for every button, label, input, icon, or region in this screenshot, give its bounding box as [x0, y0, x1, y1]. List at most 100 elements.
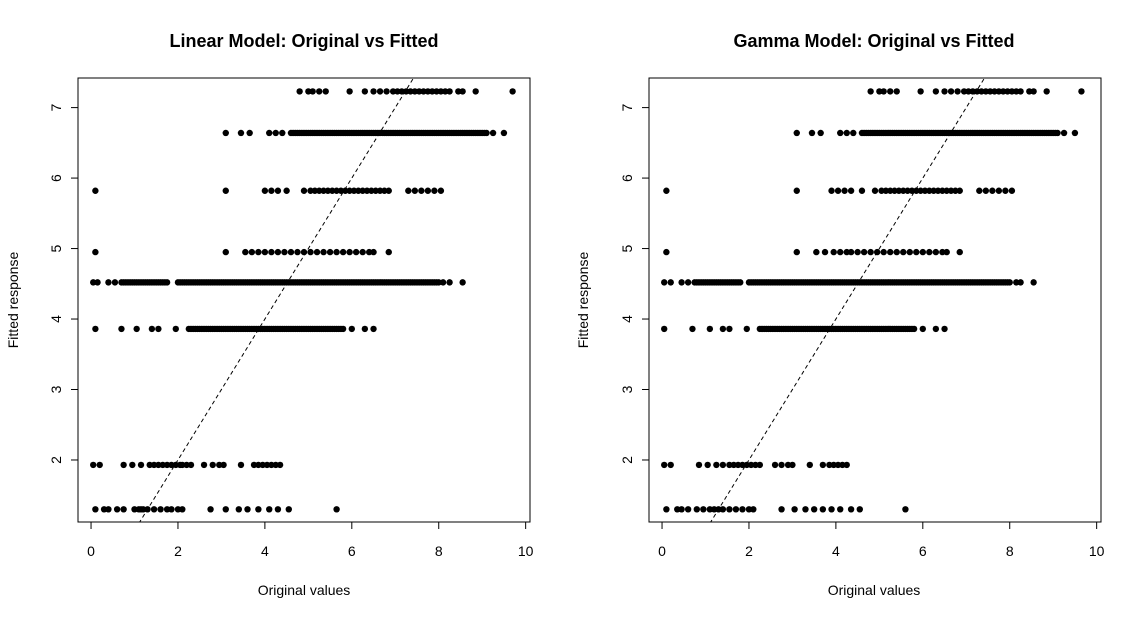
gamma-data-point — [843, 461, 850, 469]
gamma-data-point — [906, 248, 913, 256]
gamma-data-point — [819, 461, 827, 469]
gamma-data-point — [902, 506, 909, 513]
gamma-data-point — [793, 129, 800, 137]
linear-data-point — [294, 248, 301, 256]
gamma-chart-title: Gamma Model: Original vs Fitted — [733, 31, 1014, 51]
linear-data-point — [150, 506, 158, 513]
gamma-data-point — [678, 279, 685, 286]
linear-data-point — [370, 248, 377, 256]
gamma-y-axis-label: Fitted response — [575, 252, 591, 349]
linear-x-tick-label: 6 — [348, 543, 356, 559]
gamma-data-point — [808, 129, 816, 137]
linear-data-point — [244, 506, 251, 513]
gamma-data-point — [834, 187, 842, 194]
linear-data-point — [137, 461, 145, 469]
linear-x-tick-label: 0 — [87, 543, 95, 559]
linear-data-point — [168, 506, 175, 513]
gamma-data-point — [893, 248, 900, 256]
gamma-data-point — [858, 187, 866, 194]
gamma-data-point — [828, 187, 835, 194]
gamma-data-point — [791, 506, 798, 513]
gamma-data-point — [847, 506, 855, 513]
gamma-x-tick-label: 8 — [1006, 543, 1014, 559]
gamma-data-point — [732, 506, 740, 513]
linear-data-point — [105, 279, 112, 286]
linear-data-point — [92, 506, 99, 513]
gamma-data-point — [917, 88, 924, 95]
gamma-data-point — [830, 248, 837, 256]
linear-data-point — [120, 506, 127, 513]
gamma-data-point — [695, 461, 703, 469]
linear-data-point — [483, 129, 490, 137]
linear-data-point — [274, 187, 282, 194]
linear-data-point — [172, 325, 179, 333]
gamma-y-tick-label: 4 — [619, 315, 635, 323]
linear-data-point — [348, 325, 356, 333]
linear-data-point — [370, 88, 377, 95]
gamma-data-point — [726, 506, 733, 513]
linear-data-point — [274, 506, 282, 513]
linear-y-tick-label: 7 — [48, 103, 64, 111]
linear-y-tick-label: 2 — [48, 456, 64, 464]
gamma-data-point — [837, 506, 844, 513]
gamma-data-point — [750, 506, 757, 513]
gamma-x-tick-label: 0 — [658, 543, 666, 559]
linear-data-point — [266, 506, 273, 513]
gamma-data-point — [941, 88, 948, 95]
linear-data-point — [370, 325, 377, 333]
linear-data-point — [346, 248, 353, 256]
linear-data-point — [376, 88, 384, 95]
gamma-data-point — [887, 88, 894, 95]
gamma-data-point — [719, 461, 727, 469]
gamma-points — [661, 88, 1085, 513]
gamma-model-panel: Gamma Model: Original vs Fitted Original… — [575, 31, 1105, 598]
linear-data-point — [489, 129, 497, 137]
linear-data-point — [285, 506, 292, 513]
linear-data-point — [222, 248, 229, 256]
gamma-data-point — [1030, 279, 1037, 286]
gamma-data-point — [843, 129, 850, 137]
gamma-data-point — [841, 187, 848, 194]
linear-data-point — [268, 187, 275, 194]
gamma-data-point — [739, 506, 746, 513]
linear-data-point — [222, 506, 229, 513]
gamma-data-point — [661, 325, 668, 333]
gamma-data-point — [856, 506, 863, 513]
linear-data-point — [237, 129, 245, 137]
linear-plot-frame — [77, 77, 531, 523]
gamma-data-point — [847, 187, 855, 194]
gamma-data-point — [700, 506, 707, 513]
gamma-data-point — [821, 248, 829, 256]
gamma-data-point — [684, 279, 692, 286]
gamma-data-point — [956, 248, 963, 256]
gamma-data-point — [880, 88, 887, 95]
linear-x-tick-label: 2 — [174, 543, 182, 559]
gamma-data-point — [737, 279, 744, 286]
gamma-data-point — [837, 129, 844, 137]
gamma-data-point — [893, 88, 900, 95]
gamma-data-point — [913, 248, 920, 256]
gamma-data-point — [806, 461, 814, 469]
gamma-data-point — [743, 325, 750, 333]
linear-data-point — [113, 506, 121, 513]
gamma-data-point — [661, 461, 668, 469]
gamma-data-point — [771, 461, 779, 469]
gamma-data-point — [704, 461, 711, 469]
linear-data-point — [316, 88, 323, 95]
linear-data-point — [105, 506, 112, 513]
gamma-data-point — [941, 325, 948, 333]
linear-data-point — [509, 88, 516, 95]
linear-data-point — [179, 506, 186, 513]
gamma-reference-line — [710, 78, 986, 522]
gamma-data-point — [887, 248, 894, 256]
gamma-data-point — [778, 461, 785, 469]
linear-data-point — [385, 248, 392, 256]
gamma-data-point — [1043, 88, 1050, 95]
gamma-data-point — [1054, 129, 1061, 137]
linear-data-point — [92, 325, 99, 333]
linear-data-point — [248, 248, 256, 256]
gamma-y-tick-label: 3 — [619, 385, 635, 393]
linear-data-point — [261, 248, 269, 256]
linear-data-point — [237, 461, 245, 469]
linear-data-point — [411, 187, 419, 194]
